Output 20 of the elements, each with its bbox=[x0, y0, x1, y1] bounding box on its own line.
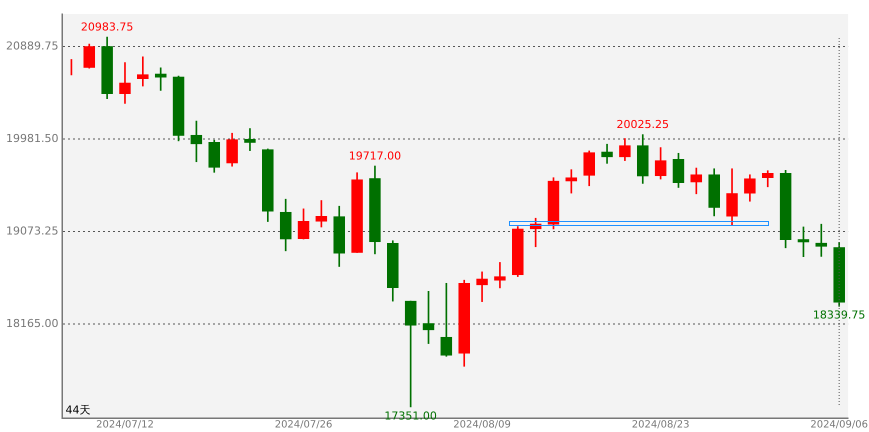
x-tick-label: 2024/08/23 bbox=[632, 420, 690, 431]
annotation: 20025.25 bbox=[616, 118, 670, 131]
candlestick bbox=[494, 262, 506, 288]
y-tick-label: 18165.00 bbox=[6, 316, 58, 330]
y-tick-label: 20889.75 bbox=[6, 39, 58, 52]
x-tick-label: 2024/08/09 bbox=[453, 420, 511, 431]
x-tick-label: 2024/07/12 bbox=[96, 420, 154, 431]
annotation: 19717.00 bbox=[348, 149, 402, 162]
y-tick-label: 19073.25 bbox=[6, 224, 58, 238]
candlestick bbox=[798, 226, 810, 258]
annotation: 18339.75 bbox=[812, 308, 866, 322]
candlestick bbox=[422, 291, 434, 344]
annotation: 17351.00 bbox=[384, 409, 437, 422]
candlestick bbox=[244, 128, 256, 151]
y-tick-label: 19981.50 bbox=[6, 132, 58, 145]
annotation: 20983.75 bbox=[80, 20, 134, 34]
x-tick-label: 2024/09/06 bbox=[810, 420, 868, 431]
x-tick-label: 2024/07/26 bbox=[274, 420, 332, 431]
annotation: 44天 bbox=[65, 403, 90, 416]
candlestick bbox=[476, 272, 488, 302]
